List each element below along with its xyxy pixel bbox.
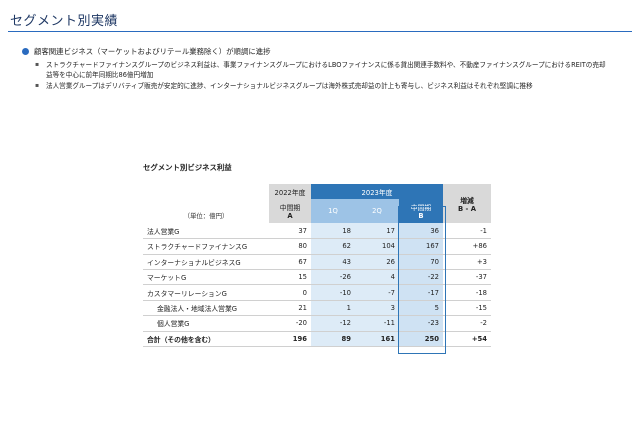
cell-1q: -12 (311, 315, 355, 332)
cell-2q: 26 (355, 254, 399, 271)
table-row: ストラクチャードファイナンスG 80 62 104 167 +86 (143, 238, 491, 255)
row-label: 法人営業G (143, 223, 269, 240)
sub-bullet-text: ストラクチャードファイナンスグループのビジネス利益は、事業ファイナンスグループに… (46, 61, 606, 79)
bullet-list: 顧客関連ビジネス（マーケットおよびリテール業務除く）が順調に進捗 ▪ ストラクチ… (22, 46, 612, 91)
header-diff-line1: 増減 (460, 196, 474, 205)
main-bullet-text: 顧客関連ビジネス（マーケットおよびリテール業務除く）が順調に進捗 (34, 47, 271, 56)
sub-bullet: ▪ 法人営業グループはデリバティブ販売が安定的に進捗、インターナショナルビジネス… (22, 81, 612, 91)
total-label: 合計（その他を含む） (143, 330, 269, 348)
unit-label: （単位：億円） (183, 212, 229, 221)
cell-1q: 18 (311, 223, 355, 240)
table-row: 金融法人・地域法人営業G 21 1 3 5 -15 (143, 300, 491, 317)
title-divider (8, 31, 632, 32)
sub-bullet-text: 法人営業グループはデリバティブ販売が安定的に進捗、インターナショナルビジネスグル… (46, 82, 533, 90)
header-interim-a-line1: 中間期 (279, 204, 301, 213)
cell-diff: +86 (443, 238, 491, 255)
header-interim-a-line2: A (287, 212, 293, 221)
total-interim-a: 196 (269, 330, 311, 348)
cell-2q: 17 (355, 223, 399, 240)
table-row: 法人営業G 37 18 17 36 -1 (143, 223, 491, 240)
cell-interim-a: 21 (269, 300, 311, 317)
total-1q: 89 (311, 330, 355, 348)
cell-diff: -1 (443, 223, 491, 240)
header-interim-b: 中間期 B (399, 199, 443, 224)
header-2q: 2Q (355, 199, 399, 224)
cell-interim-a: 80 (269, 238, 311, 255)
cell-interim-b: -23 (399, 315, 443, 332)
table-row: カスタマーリレーションG 0 -10 -7 -17 -18 (143, 284, 491, 301)
header-interim-a: 中間期 A (269, 199, 311, 224)
cell-diff: -18 (443, 284, 491, 301)
cell-2q: -7 (355, 284, 399, 301)
table-row: 個人営業G -20 -12 -11 -23 -2 (143, 315, 491, 332)
cell-interim-b: -17 (399, 284, 443, 301)
cell-diff: +3 (443, 254, 491, 271)
row-label: ストラクチャードファイナンスG (143, 238, 269, 255)
cell-1q: -26 (311, 269, 355, 286)
cell-interim-b: -22 (399, 269, 443, 286)
cell-interim-a: 15 (269, 269, 311, 286)
header-interim-b-line1: 中間期 (410, 204, 432, 213)
cell-interim-a: 67 (269, 254, 311, 271)
cell-1q: -10 (311, 284, 355, 301)
cell-interim-a: -20 (269, 315, 311, 332)
cell-2q: -11 (355, 315, 399, 332)
cell-1q: 43 (311, 254, 355, 271)
sub-bullet-icon: ▪ (35, 82, 40, 89)
cell-diff: -37 (443, 269, 491, 286)
header-diff: 増減 B - A (443, 184, 491, 224)
cell-1q: 1 (311, 300, 355, 317)
cell-2q: 3 (355, 300, 399, 317)
cell-2q: 104 (355, 238, 399, 255)
row-label: 金融法人・地域法人営業G (143, 300, 269, 317)
row-label: マーケットG (143, 269, 269, 286)
segment-profit-table: （単位：億円） 2022年度 2023年度 増減 B - A 中間期 A 1Q … (143, 184, 491, 348)
cell-interim-b: 70 (399, 254, 443, 271)
table-row: マーケットG 15 -26 4 -22 -37 (143, 269, 491, 286)
table-row: インターナショナルビジネスG 67 43 26 70 +3 (143, 254, 491, 271)
cell-2q: 4 (355, 269, 399, 286)
header-1q: 1Q (311, 199, 355, 224)
header-fy2023: 2023年度 (311, 184, 443, 200)
cell-interim-a: 37 (269, 223, 311, 240)
header-diff-line2: B - A (458, 204, 476, 213)
cell-interim-a: 0 (269, 284, 311, 301)
page-title: セグメント別実績 (10, 14, 119, 29)
total-diff: +54 (443, 330, 491, 348)
row-label: カスタマーリレーションG (143, 284, 269, 301)
header-interim-b-line2: B (418, 212, 424, 221)
main-bullet: 顧客関連ビジネス（マーケットおよびリテール業務除く）が順調に進捗 (22, 46, 612, 57)
cell-1q: 62 (311, 238, 355, 255)
total-2q: 161 (355, 330, 399, 348)
header-row-years: （単位：億円） 2022年度 2023年度 増減 B - A (143, 184, 491, 224)
sub-bullet-icon: ▪ (35, 61, 40, 68)
cell-diff: -2 (443, 315, 491, 332)
row-label: 個人営業G (143, 315, 269, 332)
total-interim-b: 250 (399, 330, 443, 348)
table-title: セグメント別ビジネス利益 (143, 163, 232, 172)
cell-interim-b: 5 (399, 300, 443, 317)
table-total-row: 合計（その他を含む） 196 89 161 250 +54 (143, 330, 491, 348)
sub-bullet: ▪ ストラクチャードファイナンスグループのビジネス利益は、事業ファイナンスグルー… (22, 60, 612, 80)
bullet-dot-icon (22, 48, 29, 55)
cell-interim-b: 36 (399, 223, 443, 240)
cell-diff: -15 (443, 300, 491, 317)
header-row-periods: 中間期 A 1Q 2Q 中間期 B (143, 199, 491, 224)
cell-interim-b: 167 (399, 238, 443, 255)
header-fy2022: 2022年度 (269, 184, 311, 200)
row-label: インターナショナルビジネスG (143, 254, 269, 271)
